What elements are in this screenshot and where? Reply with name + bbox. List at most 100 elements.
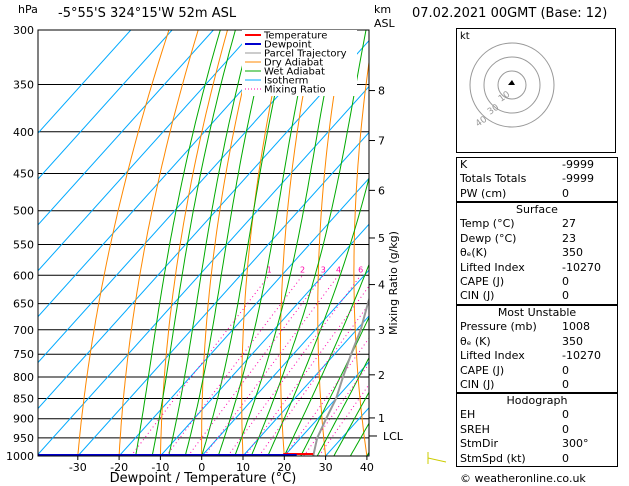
km-tick-label: 8 (378, 85, 385, 98)
storm-motion-marker (508, 80, 515, 85)
wind-barb (427, 457, 447, 463)
index-value: 0 (562, 451, 569, 465)
dry-adiabat (423, 18, 450, 456)
surface-panel: Surface Temp (°C) 27 Dewp (°C) 23 θₑ(K) 350… (456, 202, 618, 305)
hodograph-ring (497, 70, 527, 100)
isotherm (38, 30, 214, 226)
legend-background (242, 30, 357, 96)
table-row: θₑ (K) 350 (457, 335, 617, 349)
pressure-tick-label: 500 (13, 205, 34, 218)
index-label: Dewp (°C) (460, 231, 517, 245)
index-value: -10270 (562, 260, 601, 274)
table-row: θₑ(K) 350 (457, 246, 617, 260)
index-value: 300° (562, 437, 589, 451)
isotherm (38, 30, 256, 272)
wet-adiabat (151, 30, 236, 456)
isotherm (242, 315, 369, 456)
wet-adiabat (283, 263, 369, 456)
mixing-ratio-label: 2 (300, 265, 305, 274)
index-label: CAPE (J) (460, 363, 505, 377)
isotherm (77, 131, 369, 456)
isotherm (38, 39, 369, 410)
x-tick-label: -10 (151, 461, 169, 474)
most-unstable-panel: Most Unstable Pressure (mb) 1008 θₑ (K) 35… (456, 305, 618, 394)
index-label: CIN (J) (460, 289, 495, 303)
index-value: -9999 (562, 158, 594, 171)
index-value: 0 (562, 408, 569, 422)
indices-top-panel: K -9999 Totals Totals -9999 PW (cm) 0 (456, 157, 618, 203)
table-row: Temp (°C) 27 (457, 217, 617, 231)
legend-entry: Isotherm (264, 76, 308, 87)
mixing-ratio-label: 8 (375, 265, 380, 274)
table-row: StmDir 300° (457, 437, 617, 451)
hodograph-title: Hodograph (506, 394, 568, 407)
legend-entry: Dry Adiabat (264, 58, 323, 69)
wet-adiabat (217, 30, 312, 456)
pressure-unit-label: hPa (18, 3, 38, 16)
x-axis-label: Dewpoint / Temperature (°C) (110, 471, 297, 486)
isotherm (38, 30, 297, 318)
index-value: 0 (562, 289, 569, 303)
mixing-ratio-label: 1 (267, 265, 272, 274)
index-value: 350 (562, 246, 583, 260)
index-value: 0 (562, 422, 569, 436)
table-row: CAPE (J) 0 (457, 364, 617, 378)
hodograph: kt 10 30 40 (456, 28, 616, 153)
mixing-ratio-label: 3 (321, 265, 326, 274)
mixing-ratio-label: 4 (336, 265, 341, 274)
index-value: -9999 (562, 172, 594, 186)
lcl-label: LCL (383, 430, 404, 443)
parcel-trajectory (312, 296, 369, 456)
isotherm (201, 269, 369, 456)
footer-credit: © weatheronline.co.uk (460, 472, 586, 485)
pressure-tick-label: 600 (13, 269, 34, 282)
x-tick-label: 20 (277, 461, 291, 474)
km-tick-label: 4 (378, 279, 385, 292)
dry-adiabat (317, 30, 346, 456)
wet-adiabat (250, 30, 367, 456)
wet-adiabat (300, 316, 369, 456)
mixing-ratio-label: 20 (427, 265, 437, 274)
pressure-tick-label: 400 (13, 126, 34, 139)
index-value: 0 (562, 378, 569, 392)
mixing-ratio-line (318, 383, 369, 456)
index-label: StmDir (460, 437, 499, 451)
index-value: 27 (562, 217, 576, 231)
dry-adiabat (241, 30, 287, 456)
dry-adiabat (159, 30, 229, 456)
isotherm (38, 85, 369, 456)
index-value: 23 (562, 231, 576, 245)
pressure-tick-label: 750 (13, 348, 34, 361)
isotherm (160, 223, 369, 456)
dry-adiabat (77, 30, 170, 456)
pressure-tick-label: 1000 (6, 450, 34, 463)
pressure-tick-label: 550 (13, 238, 34, 251)
x-tick-label: 40 (360, 461, 374, 474)
most-unstable-title: Most Unstable (497, 306, 577, 319)
table-row: EH 0 (457, 408, 617, 422)
km-tick-label: 7 (378, 135, 385, 148)
isotherm (38, 30, 173, 180)
table-row: CAPE (J) 0 (457, 275, 617, 289)
mixing-ratio-axis-label: Mixing Ratio (g/kg) (387, 231, 400, 335)
location-title: -5°55'S 324°15'W 52m ASL (58, 6, 237, 21)
pressure-tick-label: 950 (13, 432, 34, 445)
index-value: 350 (562, 334, 583, 348)
index-value: 0 (562, 186, 569, 200)
wet-adiabat (168, 30, 253, 456)
table-row: Lifted Index -10270 (457, 261, 617, 275)
mixing-ratio-line (303, 363, 369, 456)
table-row: K -9999 (457, 158, 617, 172)
index-label: Lifted Index (460, 260, 525, 274)
legend-entry: Parcel Trajectory (264, 49, 347, 60)
index-label: Temp (°C) (460, 217, 515, 231)
km-tick-label: 6 (378, 184, 385, 197)
index-label: Pressure (mb) (460, 320, 537, 334)
mixing-ratio-label: 25 (441, 265, 451, 274)
hodograph-panel: Hodograph EH 0 SREH 0 StmDir 300° StmSpd (k… (456, 393, 618, 468)
dry-adiabat (201, 30, 258, 456)
pressure-tick-label: 850 (13, 392, 34, 405)
hodograph-ring (483, 56, 541, 114)
